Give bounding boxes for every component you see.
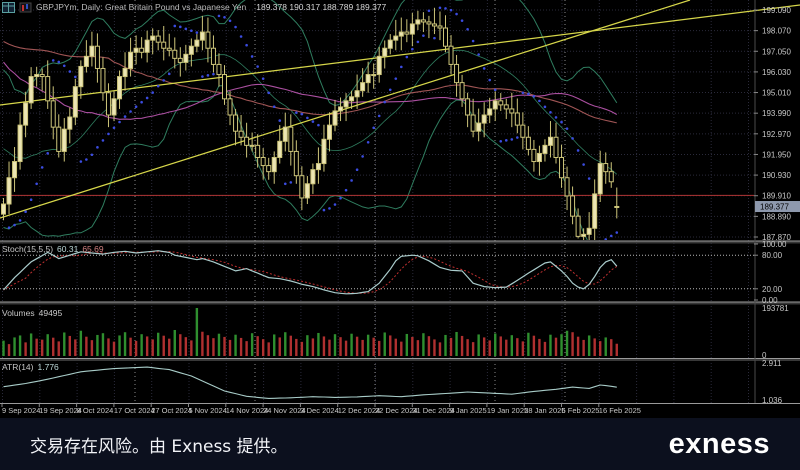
ohlc-values: 189.378 190.317 188.789 189.377 — [256, 2, 387, 12]
svg-text:188.890: 188.890 — [762, 212, 791, 221]
svg-text:191.950: 191.950 — [762, 150, 791, 159]
svg-text:17 Oct 2024: 17 Oct 2024 — [114, 406, 155, 415]
svg-text:31 Dec 2024: 31 Dec 2024 — [412, 406, 455, 415]
svg-text:2.911: 2.911 — [762, 359, 782, 368]
svg-text:198.070: 198.070 — [762, 27, 791, 36]
svg-text:0.00: 0.00 — [762, 296, 778, 305]
chart-canvas[interactable]: 199.090 198.070 197.050 196.030 195.010 193.9… — [0, 0, 800, 418]
window-grid-icon — [2, 1, 15, 13]
symbol-title: GBPJPYm, Daily: Great Britain Pound vs J… — [36, 2, 247, 12]
exness-logo: exness — [668, 427, 770, 460]
svg-text:24 Nov 2024: 24 Nov 2024 — [263, 406, 306, 415]
svg-text:9 Sep 2024: 9 Sep 2024 — [2, 406, 40, 415]
svg-text:14 Nov 2024: 14 Nov 2024 — [226, 406, 269, 415]
atr-panel — [3, 366, 617, 399]
svg-text:193.990: 193.990 — [762, 109, 791, 118]
candles-icon — [19, 2, 32, 12]
volumes-panel — [2, 308, 618, 356]
chart-title-bar: GBPJPYm, Daily: Great Britain Pound vs J… — [2, 1, 386, 13]
svg-text:16 Feb 2025: 16 Feb 2025 — [599, 406, 641, 415]
atr-panel-label: ATR(14) 1.776 — [2, 362, 59, 372]
svg-text:189.910: 189.910 — [762, 192, 791, 201]
svg-text:1.036: 1.036 — [762, 396, 783, 405]
price-axis[interactable]: 199.090 198.070 197.050 196.030 195.010 193.9… — [754, 6, 800, 405]
main-price-panel — [0, 0, 754, 240]
svg-text:190.930: 190.930 — [762, 171, 791, 180]
svg-text:27 Oct 2024: 27 Oct 2024 — [151, 406, 192, 415]
stochastic-panel — [0, 250, 754, 295]
svg-text:22 Dec 2024: 22 Dec 2024 — [375, 406, 418, 415]
stoch-main-value: 60.31 — [57, 244, 79, 254]
exness-ad-banner[interactable]: 交易存在风险。由 Exness 提供。 exness — [0, 418, 800, 470]
stoch-panel-label: Stoch(15,5,5) 60.31 65.69 — [2, 244, 104, 254]
volumes-panel-label: Volumes 49495 — [2, 308, 63, 318]
svg-text:195.010: 195.010 — [762, 89, 791, 98]
svg-text:8 Oct 2024: 8 Oct 2024 — [77, 406, 114, 415]
parabolic-sar — [7, 6, 619, 240]
svg-text:192.970: 192.970 — [762, 130, 791, 139]
svg-text:5 Nov 2024: 5 Nov 2024 — [189, 406, 227, 415]
svg-text:19 Jan 2025: 19 Jan 2025 — [487, 406, 528, 415]
svg-text:9 Jan 2025: 9 Jan 2025 — [450, 406, 487, 415]
svg-text:6 Feb 2025: 6 Feb 2025 — [562, 406, 600, 415]
svg-text:193781: 193781 — [762, 304, 789, 313]
svg-text:80.00: 80.00 — [762, 251, 783, 260]
atr-value: 1.776 — [37, 362, 59, 372]
svg-text:20.00: 20.00 — [762, 285, 783, 294]
grid — [0, 0, 754, 403]
svg-text:196.030: 196.030 — [762, 68, 791, 77]
svg-text:0: 0 — [762, 351, 767, 360]
stoch-signal-value: 65.69 — [82, 244, 104, 254]
svg-text:197.050: 197.050 — [762, 47, 791, 56]
svg-text:187.870: 187.870 — [762, 233, 791, 242]
volume-value: 49495 — [38, 308, 63, 318]
svg-text:28 Jan 2025: 28 Jan 2025 — [524, 406, 565, 415]
risk-disclaimer-text: 交易存在风险。由 Exness 提供。 — [30, 436, 288, 457]
svg-text:199.090: 199.090 — [762, 6, 791, 15]
candlesticks — [1, 7, 620, 240]
svg-text:3 Dec 2024: 3 Dec 2024 — [300, 406, 338, 415]
svg-text:100.00: 100.00 — [762, 240, 787, 249]
svg-text:12 Dec 2024: 12 Dec 2024 — [338, 406, 381, 415]
price-chart-area[interactable]: 199.090 198.070 197.050 196.030 195.010 193.9… — [0, 0, 800, 418]
svg-text:19 Sep 2024: 19 Sep 2024 — [39, 406, 82, 415]
svg-text:189.377: 189.377 — [760, 203, 789, 212]
